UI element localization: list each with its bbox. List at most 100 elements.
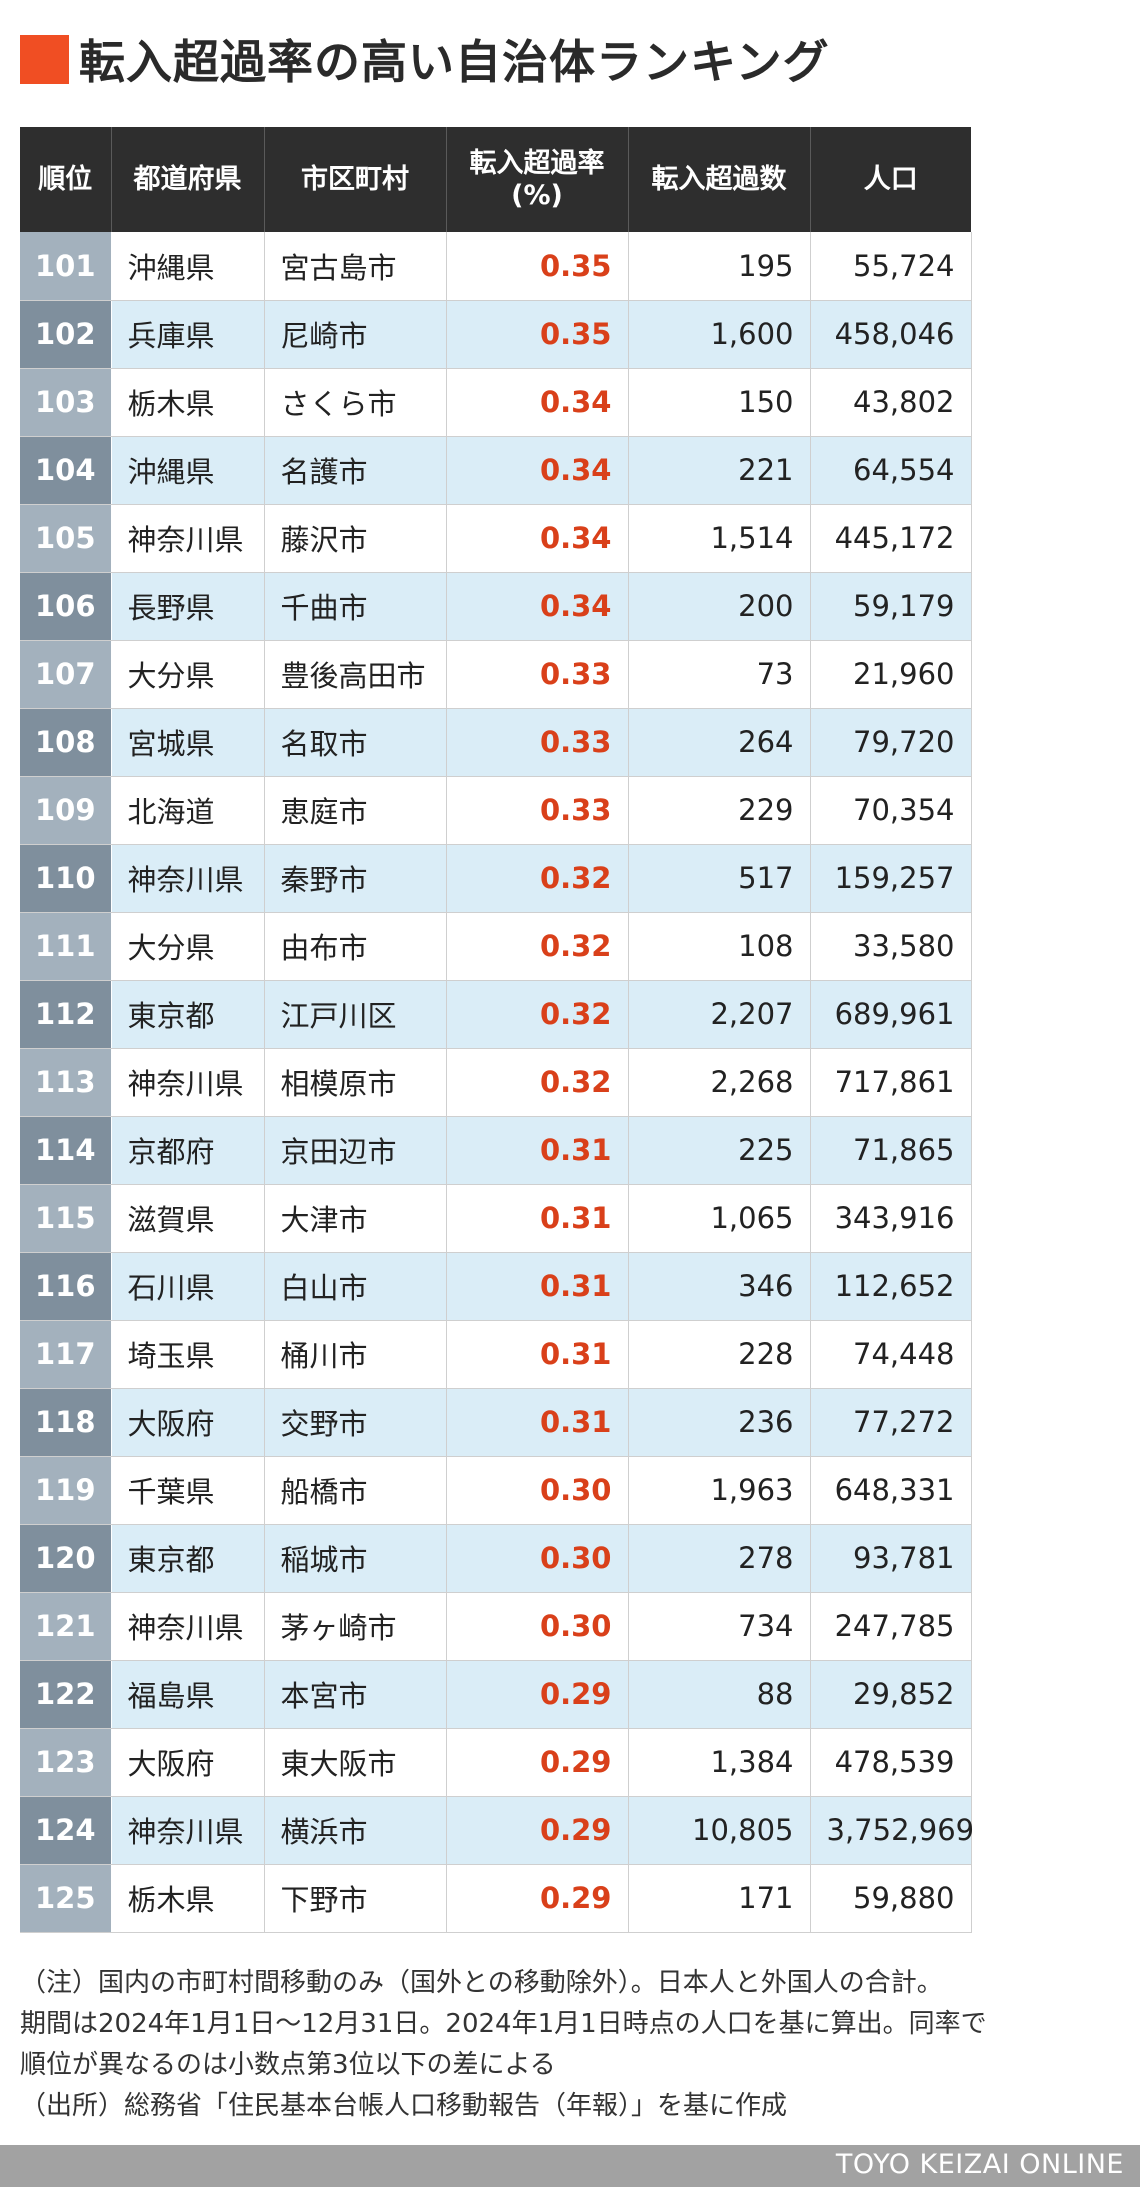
inflow-rate-cell: 0.34 (446, 368, 629, 437)
inflow-rate-cell: 0.31 (446, 1320, 629, 1389)
municipality-cell: 名取市 (264, 708, 447, 777)
ranking-table: 順位 都道府県 市区町村 転入超過率 (%) 転入超過数 人口 101 沖縄県 宮古… (20, 127, 974, 1933)
municipality-cell: 白山市 (264, 1252, 447, 1321)
prefecture-cell: 栃木県 (111, 1864, 265, 1933)
rank-cell: 109 (20, 776, 112, 845)
rank-cell: 125 (20, 1864, 112, 1933)
table-row: 104 沖縄県 名護市 0.34 221 64,554 (20, 436, 972, 505)
inflow-rate-cell: 0.29 (446, 1728, 629, 1797)
inflow-rate-cell: 0.31 (446, 1252, 629, 1321)
rank-cell: 107 (20, 640, 112, 709)
population-cell: 445,172 (810, 504, 972, 573)
rank-cell: 121 (20, 1592, 112, 1661)
inflow-rate-cell: 0.34 (446, 504, 629, 573)
inflow-count-cell: 228 (628, 1320, 811, 1389)
inflow-rate-cell: 0.32 (446, 912, 629, 981)
prefecture-cell: 大阪府 (111, 1388, 265, 1457)
rank-cell: 122 (20, 1660, 112, 1729)
population-cell: 21,960 (810, 640, 972, 709)
prefecture-cell: 沖縄県 (111, 436, 265, 505)
prefecture-cell: 神奈川県 (111, 1048, 265, 1117)
municipality-cell: 名護市 (264, 436, 447, 505)
header-inflow-rate: 転入超過率 (%) (446, 127, 629, 232)
inflow-rate-cell: 0.33 (446, 708, 629, 777)
note-line: （注）国内の市町村間移動のみ（国外との移動除外）。日本人と外国人の合計。 (20, 1968, 943, 1998)
municipality-cell: 茅ヶ崎市 (264, 1592, 447, 1661)
header-inflow-rate-label: 転入超過率 (%) (469, 147, 605, 211)
municipality-cell: 本宮市 (264, 1660, 447, 1729)
population-cell: 343,916 (810, 1184, 972, 1253)
footnotes: （注）国内の市町村間移動のみ（国外との移動除外）。日本人と外国人の合計。 期間は… (20, 1963, 1130, 2127)
municipality-cell: 横浜市 (264, 1796, 447, 1865)
rank-cell: 112 (20, 980, 112, 1049)
rank-cell: 123 (20, 1728, 112, 1797)
rank-cell: 117 (20, 1320, 112, 1389)
footer-brand: TOYO KEIZAI ONLINE (835, 2149, 1124, 2180)
population-cell: 3,752,969 (810, 1796, 974, 1865)
municipality-cell: 稲城市 (264, 1524, 447, 1593)
inflow-rate-cell: 0.31 (446, 1388, 629, 1457)
prefecture-cell: 大阪府 (111, 1728, 265, 1797)
population-cell: 247,785 (810, 1592, 972, 1661)
rank-cell: 111 (20, 912, 112, 981)
inflow-rate-cell: 0.29 (446, 1864, 629, 1933)
municipality-cell: 東大阪市 (264, 1728, 447, 1797)
inflow-count-cell: 1,065 (628, 1184, 811, 1253)
rank-cell: 118 (20, 1388, 112, 1457)
prefecture-cell: 長野県 (111, 572, 265, 641)
rank-cell: 116 (20, 1252, 112, 1321)
prefecture-cell: 石川県 (111, 1252, 265, 1321)
inflow-rate-cell: 0.35 (446, 300, 629, 369)
municipality-cell: 京田辺市 (264, 1116, 447, 1185)
municipality-cell: 大津市 (264, 1184, 447, 1253)
inflow-count-cell: 734 (628, 1592, 811, 1661)
header-municipality: 市区町村 (264, 127, 447, 232)
table-row: 118 大阪府 交野市 0.31 236 77,272 (20, 1388, 972, 1457)
prefecture-cell: 埼玉県 (111, 1320, 265, 1389)
inflow-count-cell: 517 (628, 844, 811, 913)
population-cell: 71,865 (810, 1116, 972, 1185)
inflow-count-cell: 225 (628, 1116, 811, 1185)
population-cell: 689,961 (810, 980, 972, 1049)
rank-cell: 114 (20, 1116, 112, 1185)
prefecture-cell: 神奈川県 (111, 844, 265, 913)
inflow-count-cell: 1,963 (628, 1456, 811, 1525)
municipality-cell: 相模原市 (264, 1048, 447, 1117)
municipality-cell: 千曲市 (264, 572, 447, 641)
population-cell: 59,179 (810, 572, 972, 641)
header-population: 人口 (810, 127, 971, 232)
table-row: 101 沖縄県 宮古島市 0.35 195 55,724 (20, 232, 972, 301)
table-row: 121 神奈川県 茅ヶ崎市 0.30 734 247,785 (20, 1592, 972, 1661)
table-row: 113 神奈川県 相模原市 0.32 2,268 717,861 (20, 1048, 972, 1117)
municipality-cell: 宮古島市 (264, 232, 447, 301)
prefecture-cell: 京都府 (111, 1116, 265, 1185)
table-row: 120 東京都 稲城市 0.30 278 93,781 (20, 1524, 972, 1593)
inflow-rate-cell: 0.33 (446, 776, 629, 845)
table-row: 112 東京都 江戸川区 0.32 2,207 689,961 (20, 980, 972, 1049)
population-cell: 55,724 (810, 232, 972, 301)
rank-cell: 115 (20, 1184, 112, 1253)
inflow-count-cell: 88 (628, 1660, 811, 1729)
population-cell: 478,539 (810, 1728, 972, 1797)
municipality-cell: 由布市 (264, 912, 447, 981)
table-row: 109 北海道 恵庭市 0.33 229 70,354 (20, 776, 972, 845)
title-accent-square (20, 34, 69, 84)
table-row: 119 千葉県 船橋市 0.30 1,963 648,331 (20, 1456, 972, 1525)
inflow-count-cell: 1,600 (628, 300, 811, 369)
municipality-cell: 藤沢市 (264, 504, 447, 573)
prefecture-cell: 東京都 (111, 1524, 265, 1593)
inflow-rate-cell: 0.32 (446, 980, 629, 1049)
inflow-rate-cell: 0.30 (446, 1456, 629, 1525)
inflow-rate-cell: 0.31 (446, 1116, 629, 1185)
inflow-rate-cell: 0.30 (446, 1524, 629, 1593)
population-cell: 648,331 (810, 1456, 972, 1525)
population-cell: 43,802 (810, 368, 972, 437)
rank-cell: 103 (20, 368, 112, 437)
note-line: 順位が異なるのは小数点第3位以下の差による (20, 2050, 556, 2080)
inflow-count-cell: 2,268 (628, 1048, 811, 1117)
rank-cell: 101 (20, 232, 112, 301)
municipality-cell: 船橋市 (264, 1456, 447, 1525)
table-row: 117 埼玉県 桶川市 0.31 228 74,448 (20, 1320, 972, 1389)
prefecture-cell: 兵庫県 (111, 300, 265, 369)
rank-cell: 113 (20, 1048, 112, 1117)
